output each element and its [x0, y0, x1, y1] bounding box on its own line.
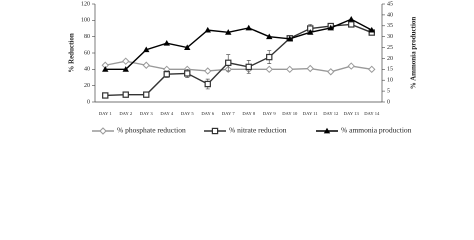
x-tick-label: DAY 10 — [282, 111, 298, 116]
data-point — [286, 35, 293, 42]
y2-tick-label: 25 — [387, 45, 393, 51]
y-tick-label: 40 — [84, 67, 90, 73]
legend-marker — [99, 127, 107, 135]
y-tick-label: 0 — [87, 99, 90, 105]
data-point — [286, 65, 294, 74]
y2-tick-label: 45 — [387, 1, 393, 7]
x-tick-label: DAY 13 — [344, 111, 360, 116]
data-point — [266, 33, 273, 40]
data-point — [143, 46, 150, 53]
data-point — [347, 62, 355, 70]
data-point — [327, 24, 334, 31]
data-point — [368, 65, 376, 74]
data-point — [307, 29, 314, 35]
x-tick-label: DAY 1 — [99, 111, 113, 116]
x-tick-label: DAY 3 — [140, 111, 154, 116]
data-point — [204, 80, 211, 88]
data-point — [143, 91, 150, 98]
x-tick-label: DAY 14 — [364, 111, 380, 116]
data-point — [306, 64, 314, 73]
legend-label: % phosphate reduction — [117, 126, 186, 135]
data-point — [184, 70, 191, 77]
series-line — [105, 60, 372, 73]
chart: % Reduction % Ammonia production 0 20 40 60… — [68, 1, 418, 135]
data-point — [348, 21, 355, 28]
data-point — [184, 44, 191, 50]
y-tick-label: 100 — [81, 18, 90, 24]
y2-tick-label: 15 — [387, 67, 393, 73]
y2-tick-label: 5 — [387, 88, 390, 94]
y2-axis-title: % Ammonia production — [410, 17, 418, 90]
data-point — [225, 29, 232, 35]
data-point — [142, 61, 150, 69]
y2-tick-label: 30 — [387, 34, 393, 40]
data-point — [102, 92, 109, 99]
data-point — [368, 26, 375, 33]
y2-tick-label: 35 — [387, 23, 393, 29]
data-point — [163, 71, 170, 78]
x-tick-label: DAY 2 — [119, 111, 133, 116]
data-point — [265, 65, 273, 74]
data-point — [245, 24, 252, 31]
data-point — [122, 66, 129, 72]
x-tick-label: DAY 12 — [323, 111, 339, 116]
data-point — [122, 91, 129, 98]
y-tick-label: 60 — [84, 50, 90, 56]
data-point — [327, 68, 335, 76]
y-tick-label: 20 — [84, 83, 90, 89]
data-point — [163, 40, 170, 46]
data-point — [266, 53, 273, 61]
data-point — [245, 63, 252, 71]
x-tick-label: DAY 5 — [181, 111, 195, 116]
legend-marker — [323, 127, 331, 134]
legend-label: % nitrate reduction — [229, 126, 287, 135]
legend-marker — [211, 127, 219, 135]
x-tick-label: DAY 9 — [263, 111, 277, 116]
x-tick-label: DAY 11 — [303, 111, 319, 116]
legend-label: % ammonia production — [341, 126, 412, 135]
y2-tick-label: 40 — [387, 12, 393, 18]
data-point — [204, 67, 212, 75]
series-line — [105, 23, 373, 97]
data-point — [348, 16, 355, 22]
data-point — [102, 66, 109, 72]
y2-tick-label: 0 — [387, 99, 390, 105]
x-tick-label: DAY 7 — [222, 111, 236, 116]
series-line — [105, 18, 373, 71]
data-point — [204, 26, 211, 33]
x-tick-label: DAY 8 — [242, 111, 256, 116]
data-point — [225, 59, 232, 67]
y-tick-label: 120 — [81, 1, 90, 7]
data-point — [122, 57, 130, 65]
y2-tick-label: 20 — [387, 56, 393, 62]
x-tick-label: DAY 4 — [160, 111, 174, 116]
y-tick-label: 80 — [84, 34, 90, 40]
y-axis-title: % Reduction — [68, 33, 76, 73]
x-tick-label: DAY 6 — [201, 111, 215, 116]
y2-tick-label: 10 — [387, 78, 393, 84]
